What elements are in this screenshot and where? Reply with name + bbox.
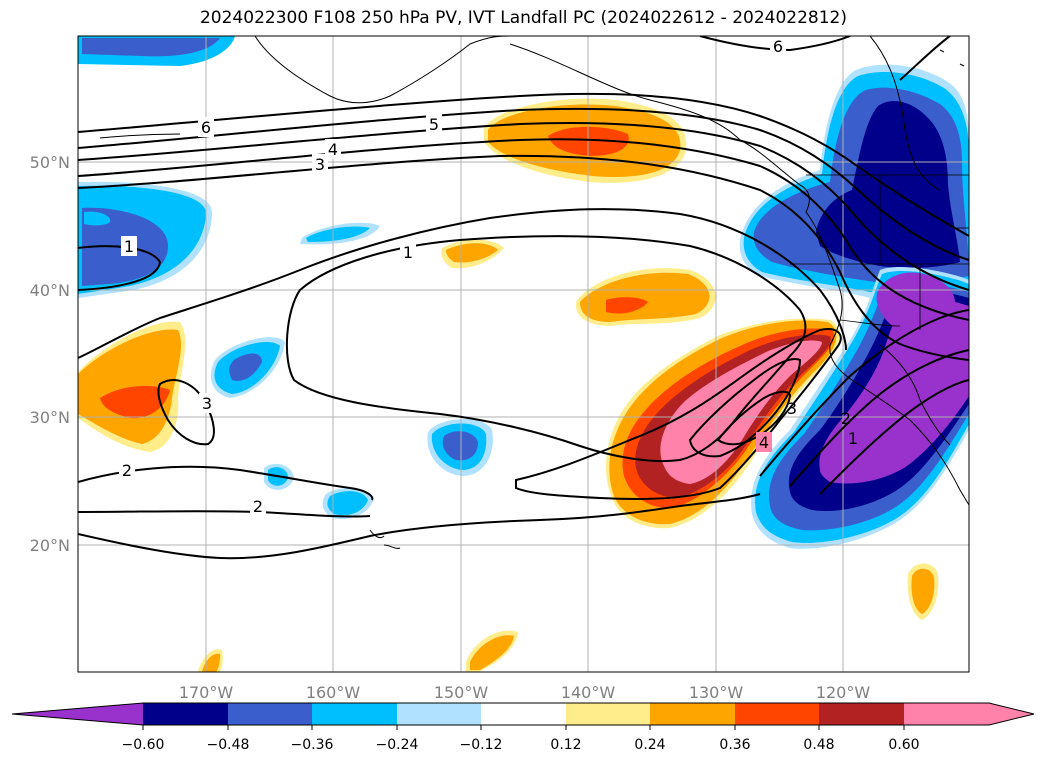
map-frame bbox=[77, 35, 970, 673]
colorbar-tick-label: 0.36 bbox=[719, 737, 750, 753]
lat-label: 50°N bbox=[30, 153, 70, 172]
contour-label: 6 bbox=[773, 37, 783, 56]
colorbar-tick-label: −0.36 bbox=[291, 737, 334, 753]
longitude-labels: 170°W 160°W 150°W 140°W 130°W 120°W bbox=[179, 683, 871, 702]
colorbar-bin bbox=[312, 703, 397, 725]
colorbar-tick-label: 0.60 bbox=[888, 737, 919, 753]
contour-label: 2 bbox=[253, 497, 263, 516]
contour-label: 5 bbox=[429, 115, 439, 134]
colorbar-tick-label: −0.24 bbox=[376, 737, 419, 753]
lon-label: 120°W bbox=[816, 683, 871, 702]
colorbar-bin bbox=[904, 703, 989, 725]
latitude-labels: 50°N 40°N 30°N 20°N bbox=[30, 153, 70, 555]
lon-label: 150°W bbox=[434, 683, 489, 702]
coastlines bbox=[99, 36, 969, 549]
colorbar-tick-label: 0.24 bbox=[634, 737, 665, 753]
pv-contour-labels: 6 5 4 3 1 1 3 2 2 3 4 2 1 6 bbox=[119, 36, 858, 516]
contour-label: 3 bbox=[787, 399, 797, 418]
ivt-shading bbox=[78, 36, 969, 672]
lon-label: 160°W bbox=[306, 683, 361, 702]
lon-label: 170°W bbox=[179, 683, 234, 702]
contour-label: 3 bbox=[202, 394, 212, 413]
contour-label: 2 bbox=[122, 461, 132, 480]
contour-label: 1 bbox=[124, 237, 134, 256]
lon-label: 140°W bbox=[561, 683, 616, 702]
contour-label: 4 bbox=[759, 433, 769, 452]
colorbar: −0.60 −0.48 −0.36 −0.24 −0.12 0.12 0.24 … bbox=[11, 702, 1035, 753]
colorbar-bin bbox=[481, 703, 566, 725]
contour-label: 1 bbox=[403, 243, 413, 262]
colorbar-extend-low bbox=[12, 703, 143, 725]
lat-label: 20°N bbox=[30, 536, 70, 555]
colorbar-bin bbox=[228, 703, 312, 725]
contour-label: 1 bbox=[848, 429, 858, 448]
contour-label: 3 bbox=[315, 155, 325, 174]
colorbar-extend-high bbox=[989, 703, 1034, 725]
political-boundaries bbox=[790, 174, 969, 330]
contour-label: 4 bbox=[328, 140, 338, 159]
contour-label: 2 bbox=[841, 409, 851, 428]
lat-label: 30°N bbox=[30, 408, 70, 427]
colorbar-bin bbox=[397, 703, 481, 725]
colorbar-tick-label: −0.60 bbox=[122, 737, 165, 753]
lon-label: 130°W bbox=[689, 683, 744, 702]
colorbar-bin bbox=[566, 703, 650, 725]
colorbar-tick-label: 0.48 bbox=[803, 737, 834, 753]
map-title: 2024022300 F108 250 hPa PV, IVT Landfall… bbox=[199, 8, 847, 28]
colorbar-bin bbox=[650, 703, 735, 725]
map-content: 6 5 4 3 1 1 3 2 2 3 4 2 1 6 bbox=[78, 36, 969, 672]
colorbar-tick-label: −0.48 bbox=[207, 737, 250, 753]
contour-label: 6 bbox=[201, 118, 211, 137]
colorbar-bin bbox=[819, 703, 904, 725]
colorbar-tick-label: −0.12 bbox=[460, 737, 503, 753]
graticule bbox=[78, 36, 969, 672]
colorbar-bin bbox=[143, 703, 228, 725]
colorbar-tick-label: 0.12 bbox=[550, 737, 581, 753]
colorbar-bin bbox=[735, 703, 819, 725]
lat-label: 40°N bbox=[30, 281, 70, 300]
